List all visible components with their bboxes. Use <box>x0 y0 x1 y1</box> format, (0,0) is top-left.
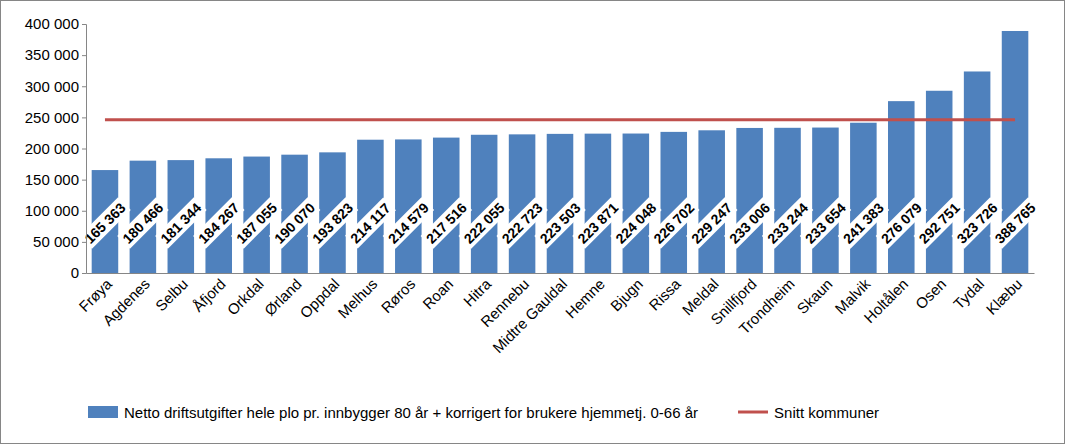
y-tick-mark <box>82 86 86 87</box>
x-tick: Hitra <box>460 273 495 310</box>
legend-label: Netto driftsutgifter hele plo pr. innbyg… <box>124 404 698 421</box>
bar <box>774 128 801 273</box>
data-label: 388 765 <box>991 199 1038 246</box>
x-tick-label: Tydal <box>950 275 987 312</box>
y-tick-label: 400 000 <box>25 15 79 32</box>
y-tick: 250 000 <box>25 109 86 126</box>
bar <box>926 91 953 273</box>
marks <box>92 31 1029 273</box>
x-axis: FrøyaAgdenesSelbuÅfjordOrkdalØrlandOppda… <box>75 273 1034 356</box>
x-tick-label: Røros <box>378 275 419 316</box>
x-tick-label: Hemne <box>562 275 608 321</box>
x-tick: Holtålen <box>860 273 911 326</box>
x-tick: Hemne <box>562 273 608 321</box>
x-tick-label: Roan <box>419 275 456 312</box>
legend-item: Snitt kommuner <box>738 404 879 421</box>
bar <box>812 128 839 273</box>
y-tick-mark <box>82 211 86 212</box>
data-label-group: 388 765 <box>989 197 1040 248</box>
y-tick: 200 000 <box>25 140 86 157</box>
chart: 165 363180 466181 344184 267187 055190 0… <box>0 0 1065 444</box>
x-tick: Melhus <box>334 273 380 321</box>
y-tick-mark <box>82 149 86 150</box>
y-tick-label: 300 000 <box>25 78 79 95</box>
legend-swatch <box>738 411 768 414</box>
x-tick-label: Orkdal <box>223 275 266 318</box>
legend-item: Netto driftsutgifter hele plo pr. innbyg… <box>88 404 698 421</box>
y-tick: 400 000 <box>25 15 86 32</box>
y-tick-label: 0 <box>71 264 79 281</box>
y-tick-label: 200 000 <box>25 140 79 157</box>
y-tick: 50 000 <box>33 233 86 250</box>
y-tick-mark <box>82 180 86 181</box>
x-tick-label: Osen <box>912 275 949 312</box>
x-tick: Osen <box>912 273 949 312</box>
x-tick: Bjugn <box>607 273 646 314</box>
y-tick: 300 000 <box>25 78 86 95</box>
average-line <box>105 118 1015 121</box>
x-tick-label: Midtre Gauldal <box>489 275 570 356</box>
x-tick-label: Oppdal <box>296 275 342 321</box>
x-tick: Oppdal <box>296 273 342 321</box>
y-tick-label: 100 000 <box>25 202 79 219</box>
x-tick: Midtre Gauldal <box>489 273 570 356</box>
x-tick-label: Agdenes <box>99 275 153 329</box>
x-tick-label: Rissa <box>645 275 684 314</box>
x-tick-label: Melhus <box>334 275 380 321</box>
legend: Netto driftsutgifter hele plo pr. innbyg… <box>88 404 879 421</box>
x-tick-label: Bjugn <box>607 275 646 314</box>
x-tick-label: Åfjord <box>189 275 229 315</box>
y-tick-label: 350 000 <box>25 46 79 63</box>
y-tick-label: 250 000 <box>25 109 79 126</box>
y-tick-mark <box>82 242 86 243</box>
x-tick-label: Holtålen <box>860 275 911 326</box>
y-tick-mark <box>82 55 86 56</box>
x-tick: Åfjord <box>189 273 229 315</box>
y-tick-label: 150 000 <box>25 171 79 188</box>
data-labels: 165 363180 466181 344184 267187 055190 0… <box>79 197 1041 248</box>
x-tick: Tydal <box>950 273 987 312</box>
y-tick: 0 <box>71 264 86 281</box>
x-tick: Roan <box>419 273 456 312</box>
x-tick: Trondheim <box>735 273 797 337</box>
legend-swatch <box>88 406 118 418</box>
y-tick-mark <box>82 117 86 118</box>
bar <box>736 128 763 273</box>
y-tick: 350 000 <box>25 46 86 63</box>
y-axis: 0 50 000 100 000 150 000 200 000 250 000 300 0… <box>25 15 87 281</box>
legend-label: Snitt kommuner <box>774 404 879 421</box>
x-axis-line <box>87 273 1035 274</box>
y-tick-mark <box>82 24 86 25</box>
x-tick: Agdenes <box>99 273 153 329</box>
x-tick: Skaun <box>793 273 835 317</box>
y-tick: 100 000 <box>25 202 86 219</box>
x-tick-label: Selbu <box>152 275 191 314</box>
x-tick-label: Trondheim <box>735 275 797 337</box>
x-tick: Selbu <box>152 273 191 314</box>
x-tick: Røros <box>378 273 419 316</box>
y-tick: 150 000 <box>25 171 86 188</box>
bar <box>888 101 915 273</box>
x-tick-label: Skaun <box>793 275 835 317</box>
x-tick: Klæbu <box>982 273 1025 318</box>
bar <box>850 123 877 273</box>
y-axis-line <box>82 25 87 274</box>
x-tick: Orkdal <box>223 273 266 318</box>
x-tick-label: Hitra <box>460 275 495 310</box>
data-label-bg <box>989 197 1040 248</box>
y-tick-mark <box>82 273 86 274</box>
frame <box>1 1 1065 444</box>
x-tick-label: Klæbu <box>982 275 1025 318</box>
y-tick-label: 50 000 <box>33 233 79 250</box>
